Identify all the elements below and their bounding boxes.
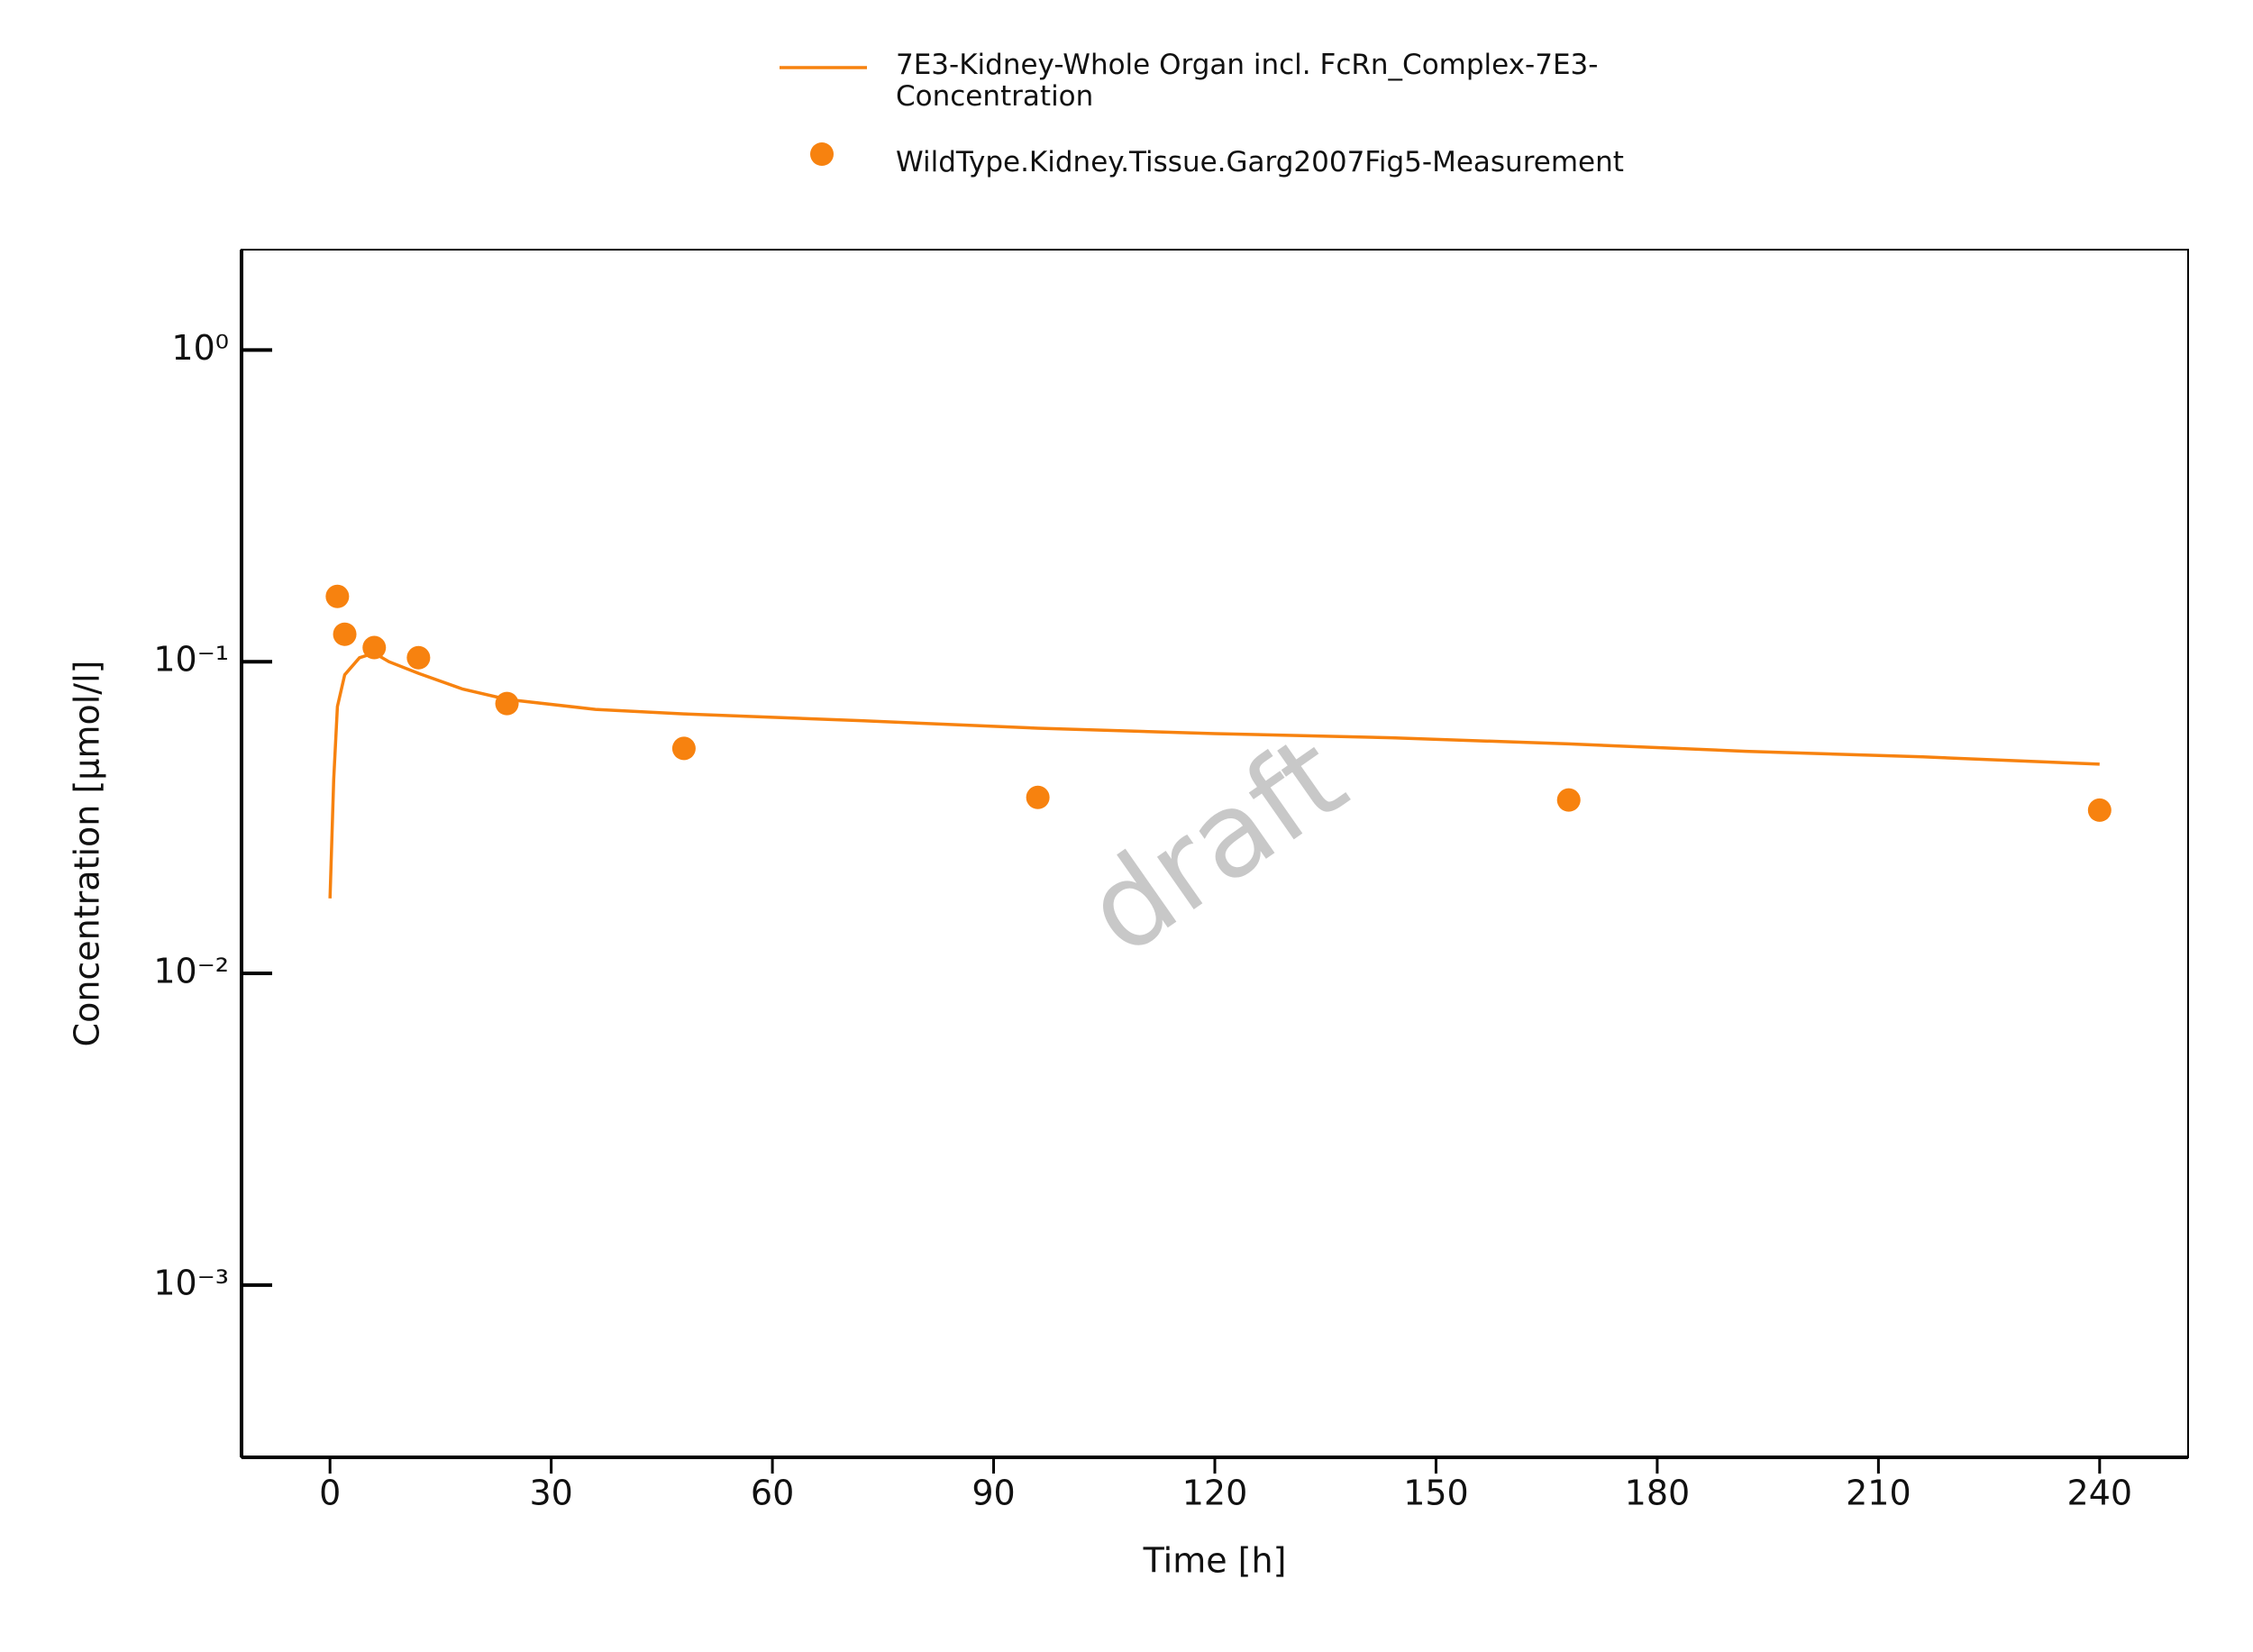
x-tick-label: 210	[1846, 1474, 1911, 1513]
y-axis-label: Concentration [µmol/l]	[68, 661, 107, 1047]
data-point	[362, 635, 387, 660]
data-point	[671, 736, 696, 761]
data-point	[1556, 788, 1581, 812]
y-tick-label: 10⁰	[171, 328, 229, 368]
x-tick-label: 240	[2067, 1474, 2133, 1513]
data-point	[1026, 785, 1050, 809]
x-tick-label: 30	[529, 1474, 572, 1513]
legend-label: 7E3-Kidney-Whole Organ incl. FcRn_Comple…	[896, 49, 1599, 113]
x-tick-label: 180	[1625, 1474, 1691, 1513]
y-tick-label: 10⁻¹	[153, 640, 229, 680]
legend-label: WildType.Kidney.Tissue.Garg2007Fig5-Meas…	[896, 146, 1624, 178]
data-point	[406, 645, 431, 670]
data-point	[333, 622, 357, 646]
y-tick-label: 10⁻³	[153, 1263, 229, 1302]
legend-marker	[810, 142, 834, 166]
watermark: draft	[1062, 708, 1369, 981]
x-tick-label: 150	[1403, 1474, 1469, 1513]
x-tick-label: 120	[1182, 1474, 1248, 1513]
data-point	[495, 691, 519, 716]
line-series	[328, 651, 2100, 899]
x-axis-label: Time [h]	[1143, 1541, 1287, 1581]
x-tick-label: 60	[751, 1474, 794, 1513]
y-tick-label: 10⁻²	[153, 952, 229, 991]
data-point	[325, 584, 350, 608]
x-tick-label: 0	[319, 1474, 341, 1513]
x-tick-label: 90	[971, 1474, 1015, 1513]
data-point	[2087, 798, 2112, 822]
